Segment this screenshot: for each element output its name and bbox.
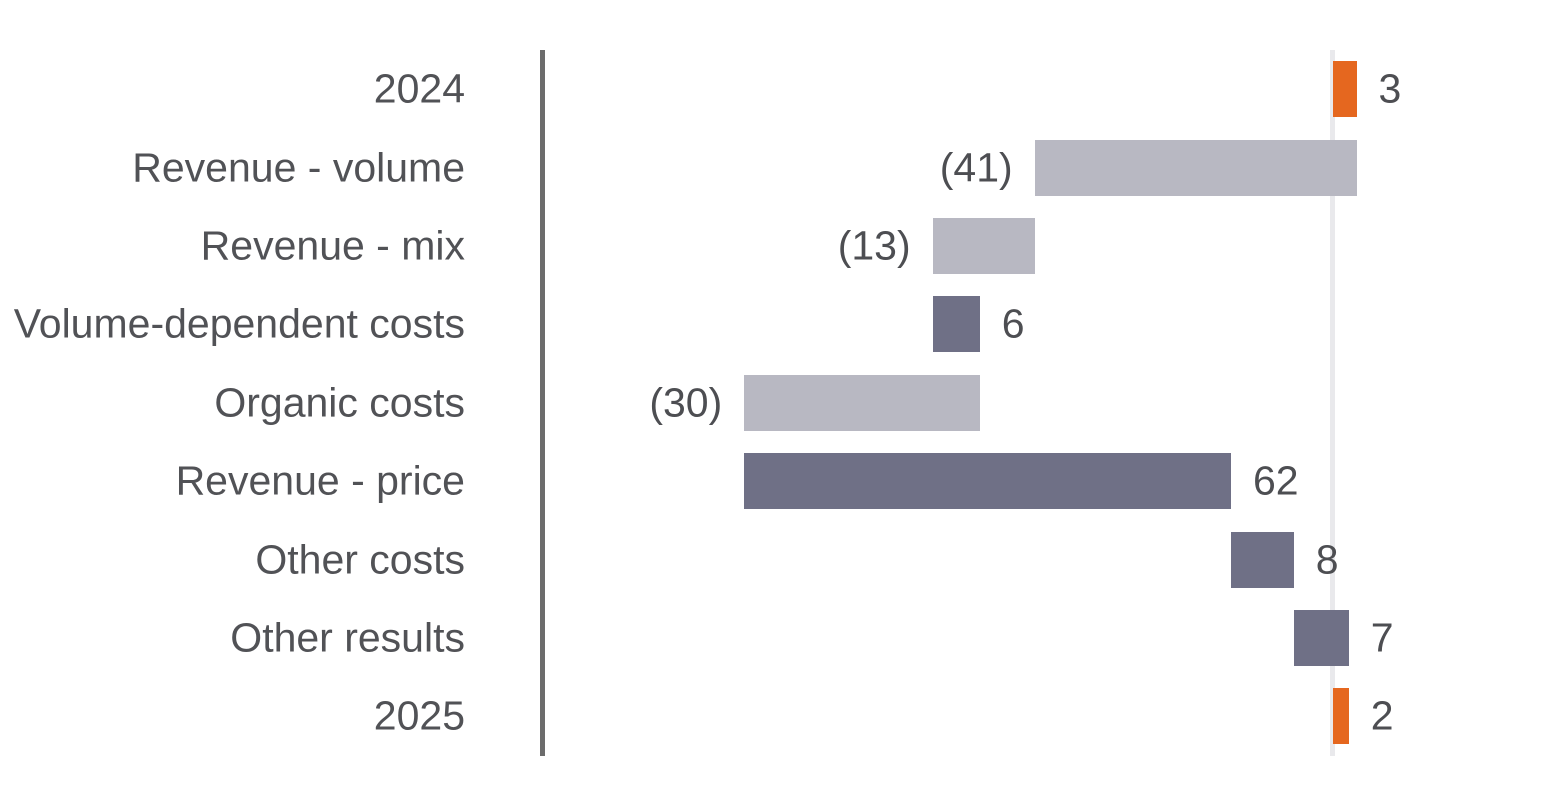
waterfall-bar-decrease <box>1034 139 1357 196</box>
waterfall-bar-decrease <box>932 218 1035 274</box>
waterfall-bar-decrease <box>744 374 980 431</box>
value-label: 2 <box>1370 692 1394 739</box>
waterfall-bar-increase <box>932 296 980 353</box>
waterfall-bar-total <box>1333 61 1357 118</box>
waterfall-bar-increase <box>1230 531 1294 588</box>
category-label: Organic costs <box>214 379 465 426</box>
category-label: Other results <box>230 614 465 661</box>
category-label: Revenue - mix <box>200 222 465 269</box>
value-label: 3 <box>1378 65 1402 112</box>
value-label: (41) <box>939 144 1013 191</box>
value-label: 8 <box>1315 536 1339 583</box>
value-label: (13) <box>837 222 911 269</box>
category-axis-line <box>540 50 545 756</box>
category-label: Revenue - price <box>175 457 465 504</box>
waterfall-bar-increase <box>744 453 1231 510</box>
category-label: Volume-dependent costs <box>13 300 465 347</box>
category-label: 2024 <box>373 65 465 112</box>
waterfall-bar-total <box>1333 688 1349 745</box>
value-label: (30) <box>649 379 723 426</box>
waterfall-bar-increase <box>1293 610 1349 666</box>
category-label: Other costs <box>255 536 465 583</box>
category-label: Revenue - volume <box>132 144 465 191</box>
value-label: 62 <box>1252 457 1299 504</box>
category-label: 2025 <box>373 692 465 739</box>
value-label: 7 <box>1370 614 1394 661</box>
value-label: 6 <box>1001 300 1025 347</box>
baseline-gridline <box>1330 50 1335 756</box>
